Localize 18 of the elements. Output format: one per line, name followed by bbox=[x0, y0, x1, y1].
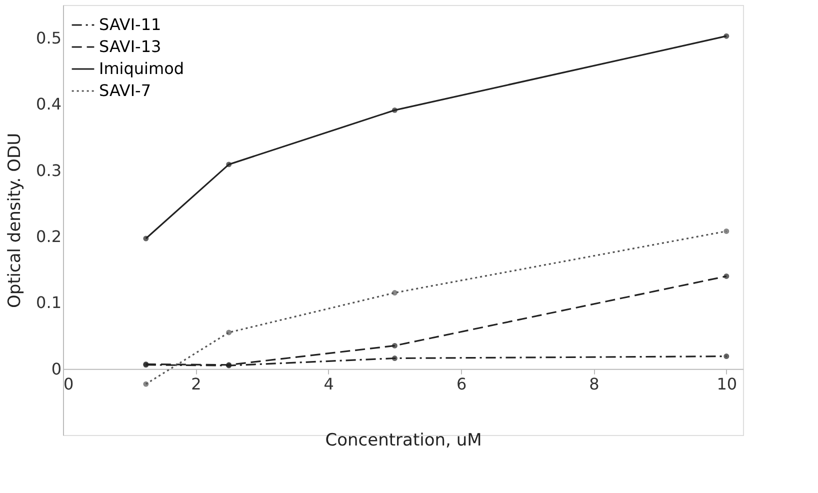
legend-label: SAVI-13 bbox=[99, 37, 162, 56]
y-tick-label: 0.2 bbox=[36, 227, 62, 246]
y-tick-label: 0.5 bbox=[36, 28, 62, 48]
x-tick-label: 2 bbox=[191, 374, 202, 394]
y-tick-label: 0.4 bbox=[36, 94, 62, 114]
x-tick-label: 10 bbox=[716, 374, 738, 394]
y-tick-label: 0 bbox=[51, 359, 62, 378]
y-tick-label: 0.3 bbox=[36, 160, 62, 180]
x-axis-title: Concentration, uM bbox=[325, 430, 482, 450]
y-tick-label: 0.1 bbox=[36, 293, 62, 312]
legend-label: Imiquimod bbox=[99, 59, 184, 78]
legend-label: SAVI-7 bbox=[99, 81, 151, 100]
x-tick-label: 0 bbox=[64, 374, 74, 394]
x-tick-label: 6 bbox=[456, 374, 467, 394]
x-tick-label: 8 bbox=[589, 374, 600, 394]
x-tick-label: 4 bbox=[324, 374, 334, 394]
legend-label: SAVI-11 bbox=[99, 15, 162, 34]
y-axis-title: Optical density. ODU bbox=[5, 132, 26, 308]
